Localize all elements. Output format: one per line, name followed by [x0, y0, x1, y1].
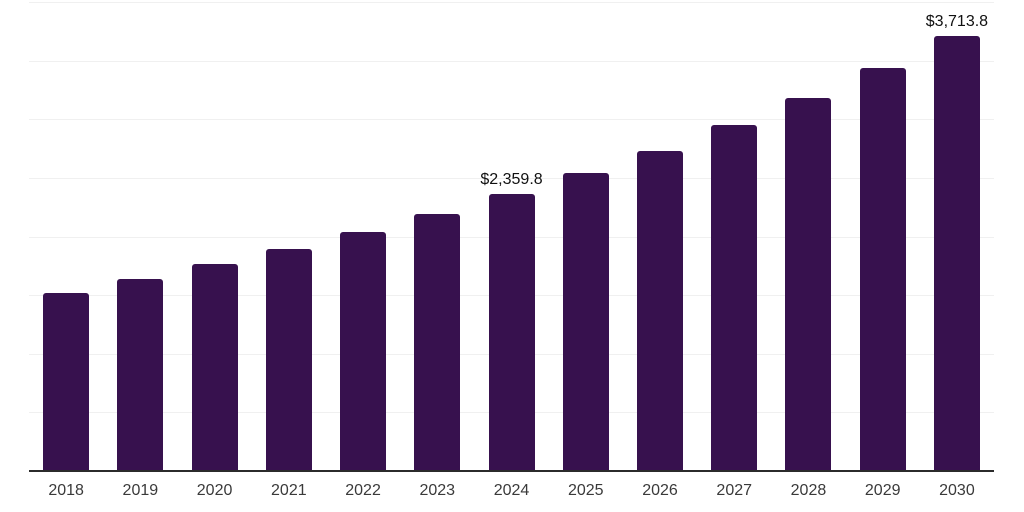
bar-2021 — [265, 249, 312, 471]
x-tick-2018: 2018 — [48, 482, 84, 499]
bar-2020 — [191, 264, 238, 471]
bar-slot-2019 — [103, 2, 177, 471]
bar-slot-2021 — [252, 2, 326, 471]
bar-2018 — [43, 292, 90, 471]
bar-2022 — [340, 232, 387, 471]
bar-2029 — [859, 68, 906, 471]
x-tick-2028: 2028 — [790, 482, 827, 499]
value-label-2024: $2,359.8 — [480, 171, 543, 189]
bar-slot-2027 — [697, 2, 771, 471]
x-tick-2021: 2021 — [271, 482, 307, 499]
bar-slot-2023 — [400, 2, 474, 471]
bar-slot-2018 — [29, 2, 103, 471]
bar-slot-2024: $2,359.8 — [474, 2, 548, 471]
bar-2030 — [933, 35, 980, 471]
x-tick-2024: 2024 — [493, 482, 530, 499]
bar-2023 — [414, 214, 461, 471]
value-label-2030: $3,713.8 — [925, 12, 989, 30]
x-tick-2019: 2019 — [122, 482, 159, 499]
gridline — [29, 2, 994, 3]
gridline — [29, 177, 994, 179]
bar-2026 — [636, 150, 683, 471]
x-tick-2026: 2026 — [642, 482, 678, 499]
x-tick-2023: 2023 — [419, 482, 456, 499]
bar-2028 — [785, 98, 832, 471]
x-axis-line — [29, 470, 994, 472]
x-tick-2020: 2020 — [196, 482, 233, 499]
x-tick-2027: 2027 — [716, 482, 753, 499]
bar-slot-2026 — [623, 2, 697, 471]
bar-slot-2029 — [846, 2, 920, 471]
x-tick-2022: 2022 — [345, 482, 381, 499]
bar-2027 — [711, 125, 758, 471]
bar-slot-2020 — [177, 2, 251, 471]
gridline — [29, 119, 994, 121]
bar-2025 — [562, 173, 609, 471]
bar-slot-2025 — [549, 2, 623, 471]
x-axis-labels: 2018 2019 2020 2021 2022 2023 2024 2025 2026 2027… — [29, 482, 994, 500]
bar-2024 — [488, 194, 535, 471]
bar-slot-2030: $3,713.8 — [920, 2, 994, 471]
gridline — [29, 60, 994, 62]
x-tick-2025: 2025 — [567, 482, 604, 499]
bars: $2,359.8 $3,713.8 — [29, 2, 994, 471]
bar-slot-2022 — [326, 2, 400, 471]
x-tick-2030: 2030 — [939, 482, 975, 499]
plot-area: $2,359.8 $3,713.8 — [29, 2, 994, 472]
bar-2019 — [117, 279, 164, 471]
x-tick-2029: 2029 — [864, 482, 901, 499]
bar-slot-2028 — [771, 2, 845, 471]
